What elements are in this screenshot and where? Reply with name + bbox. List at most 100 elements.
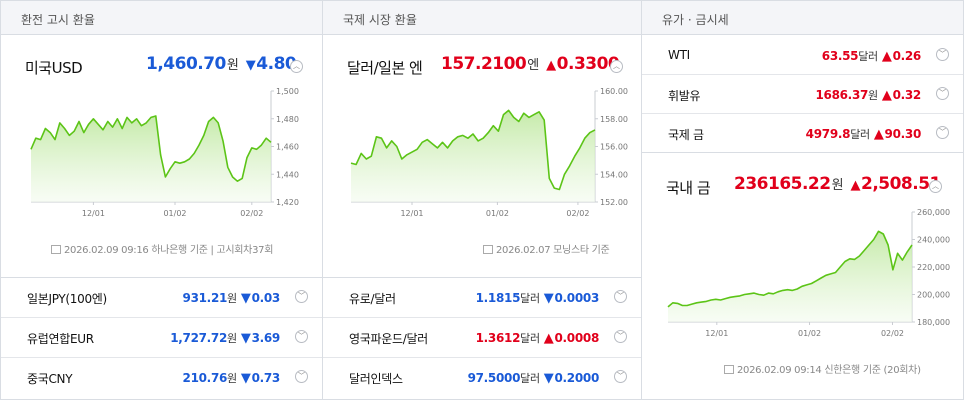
commodity-list: WTI 63.55달러 ▲0.26 ﹀ 휘발유 1686.37원 ▲0.32 ﹀ 국… xyxy=(642,36,963,153)
list-item[interactable]: 일본JPY(100엔) 931.21원 ▼0.03 ﹀ xyxy=(1,278,322,318)
expand-button[interactable]: ﹀ xyxy=(295,330,308,343)
list-item[interactable]: 달러인덱스 97.5000달러 ▼0.2000 ﹀ xyxy=(323,358,641,398)
x-tick-label: 02/02 xyxy=(566,209,589,218)
main-rate-row[interactable]: 달러/일본 엔 157.2100엔 ▲0.3300 ︿ xyxy=(323,51,641,81)
rate-unit: 원 xyxy=(831,178,844,193)
panel-title: 환전 고시 환율 xyxy=(1,1,322,35)
y-tick-label: 240,000 xyxy=(917,236,950,245)
expand-button[interactable]: ﹀ xyxy=(936,87,949,100)
divider xyxy=(1,277,322,278)
list-item[interactable]: 휘발유 1686.37원 ▲0.32 ﹀ xyxy=(642,75,963,114)
rate-number: 236165.22 xyxy=(734,174,831,194)
gold-chart: 260,000 240,000 220,000 200,000 180,000 12/01… xyxy=(667,208,958,338)
x-tick-label: 01/02 xyxy=(163,209,186,218)
main-rate-value: 236165.22원 ▲2,508.51 xyxy=(734,174,941,194)
source-bank: 신한은행 xyxy=(824,365,860,376)
collapse-button[interactable]: ︿ xyxy=(929,180,942,193)
source-basis: 기준 xyxy=(189,245,208,256)
list-item-value: 931.21원 ▼0.03 xyxy=(182,291,281,306)
main-rate-row[interactable]: 미국USD 1,460.70원 ▼4.80 ︿ xyxy=(1,51,322,81)
list-item-value: 1,727.72원 ▼3.69 xyxy=(170,331,280,346)
source-basis: 기준 xyxy=(862,365,881,376)
rate-unit: 엔 xyxy=(527,58,539,73)
list-item-name: WTI xyxy=(668,48,690,62)
list-item-name: 휘발유 xyxy=(668,89,701,103)
y-tick-label: 200,000 xyxy=(917,291,950,300)
expand-button[interactable]: ﹀ xyxy=(614,290,627,303)
expand-button[interactable]: ﹀ xyxy=(936,126,949,139)
source-date: 2026.02.09 09:14 xyxy=(737,365,822,376)
list-item[interactable]: 국제 금 4979.8달러 ▲90.30 ﹀ xyxy=(642,114,963,153)
chart-series-line xyxy=(350,109,596,191)
y-tick-label: 260,000 xyxy=(917,208,950,217)
list-item-value: 210.76원 ▼0.73 xyxy=(182,371,281,386)
source-date: 2026.02.07 xyxy=(496,245,551,256)
rate-change: 4.80 xyxy=(256,54,297,74)
y-tick-label: 160.00 xyxy=(600,87,628,96)
list-item[interactable]: 유로/달러 1.1815달러 ▼0.0003 ﹀ xyxy=(323,278,641,318)
y-tick-label: 1,480 xyxy=(276,115,299,124)
collapse-button[interactable]: ︿ xyxy=(610,60,623,73)
rate-unit: 원 xyxy=(226,58,239,73)
y-tick-label: 154.00 xyxy=(600,170,628,179)
list-item[interactable]: 중국CNY 210.76원 ▼0.73 ﹀ xyxy=(1,358,322,398)
rate-change: 0.3300 xyxy=(556,54,620,74)
jpy-chart: 160.00 158.00 156.00 154.00 152.00 12/01 01/02… xyxy=(350,87,631,229)
list-item-value: 1.1815달러 ▼0.0003 xyxy=(475,291,600,306)
main-rate-value: 1,460.70원 ▼4.80 xyxy=(146,54,297,74)
main-rate-row[interactable]: 국내 금 236165.22원 ▲2,508.51 ︿ xyxy=(642,171,963,201)
rate-number: 1,460.70 xyxy=(146,54,226,74)
source-bank: 모닝스타 xyxy=(553,245,589,256)
panel-international-rates: 국제 시장 환율 달러/일본 엔 157.2100엔 ▲0.3300 ︿ 160… xyxy=(322,0,642,400)
source-info: 2026.02.09 09:14 신한은행 기준 (20회차) xyxy=(724,361,921,376)
list-item-value: 97.5000달러 ▼0.2000 xyxy=(467,371,600,386)
y-tick-label: 1,460 xyxy=(276,143,299,152)
source-info: 2026.02.09 09:16 하나은행 기준 | 고시회차37회 xyxy=(51,241,273,256)
expand-button[interactable]: ﹀ xyxy=(936,48,949,61)
document-icon xyxy=(724,365,734,374)
y-tick-label: 180,000 xyxy=(917,318,950,327)
main-currency-name: 달러/일본 엔 xyxy=(347,59,423,77)
expand-button[interactable]: ﹀ xyxy=(614,370,627,383)
expand-button[interactable]: ﹀ xyxy=(614,330,627,343)
panel-oil-gold: 유가 · 금시세 WTI 63.55달러 ▲0.26 ﹀ 휘발유 1686.37원… xyxy=(641,0,964,400)
down-arrow-icon: ▼ xyxy=(245,58,256,73)
x-tick-label: 12/01 xyxy=(705,329,728,338)
list-item-name: 유럽연합EUR xyxy=(27,332,94,346)
list-item[interactable]: 영국파운드/달러 1.3612달러 ▲0.0008 ﹀ xyxy=(323,318,641,358)
y-tick-label: 158.00 xyxy=(600,115,628,124)
chart-area-fill xyxy=(31,116,271,202)
usd-chart: 1,500 1,480 1,460 1,440 1,420 12/01 01/02 02/02 xyxy=(30,87,311,229)
list-item-name: 일본JPY(100엔) xyxy=(27,292,107,306)
x-tick-label: 02/02 xyxy=(240,209,263,218)
list-item-name: 국제 금 xyxy=(668,128,704,142)
list-item[interactable]: 유럽연합EUR 1,727.72원 ▼3.69 ﹀ xyxy=(1,318,322,358)
y-tick-label: 156.00 xyxy=(600,143,628,152)
source-bank: 하나은행 xyxy=(151,245,187,256)
x-tick-label: 01/02 xyxy=(486,209,509,218)
panel-exchange-notice: 환전 고시 환율 미국USD 1,460.70원 ▼4.80 ︿ 1,500 1,… xyxy=(0,0,323,400)
currency-list: 유로/달러 1.1815달러 ▼0.0003 ﹀ 영국파운드/달러 1.3612달… xyxy=(323,278,641,398)
panel-title: 국제 시장 환율 xyxy=(323,1,641,35)
list-item[interactable]: WTI 63.55달러 ▲0.26 ﹀ xyxy=(642,36,963,75)
x-tick-label: 02/02 xyxy=(881,329,904,338)
x-tick-label: 01/02 xyxy=(798,329,821,338)
collapse-button[interactable]: ︿ xyxy=(290,60,303,73)
chart-series-line xyxy=(667,230,913,308)
y-tick-label: 1,420 xyxy=(276,198,299,207)
up-arrow-icon: ▲ xyxy=(546,58,556,73)
y-tick-label: 152.00 xyxy=(600,198,628,207)
source-info: 2026.02.07 모닝스타 기준 xyxy=(483,241,610,256)
main-commodity-name: 국내 금 xyxy=(666,179,711,197)
rate-number: 157.2100 xyxy=(441,54,527,74)
list-item-name: 유로/달러 xyxy=(349,292,396,306)
divider xyxy=(323,277,641,278)
list-item-value: 1.3612달러 ▲0.0008 xyxy=(475,331,600,346)
chart-series-line xyxy=(30,115,272,182)
list-item-value: 63.55달러 ▲0.26 xyxy=(821,49,922,64)
expand-button[interactable]: ﹀ xyxy=(295,290,308,303)
expand-button[interactable]: ﹀ xyxy=(295,370,308,383)
document-icon xyxy=(483,245,493,254)
main-currency-name: 미국USD xyxy=(25,59,83,77)
list-item-name: 달러인덱스 xyxy=(349,372,403,386)
